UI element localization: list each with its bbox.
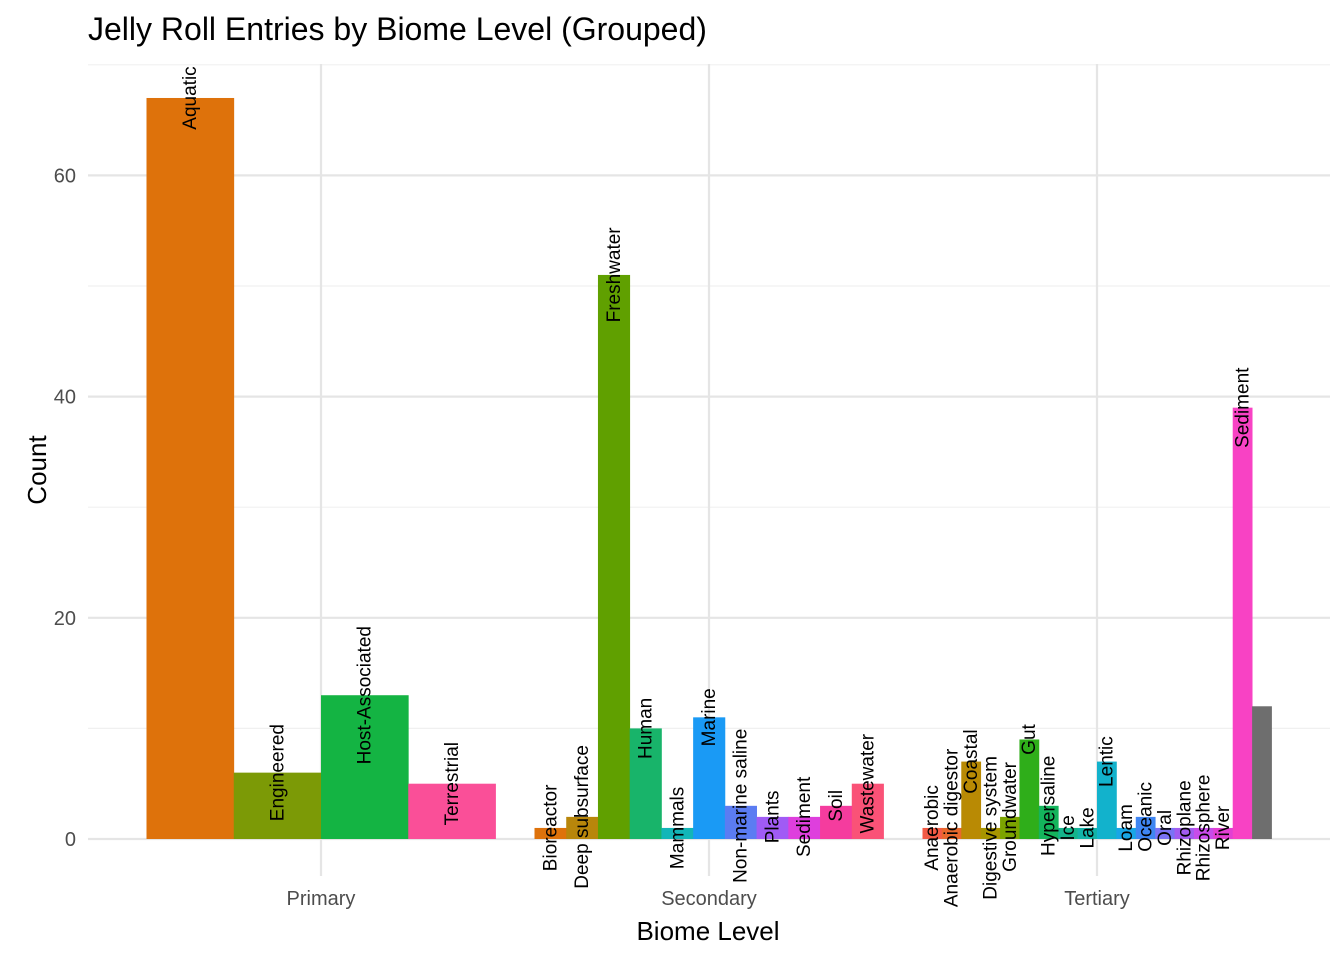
bar (756, 816, 789, 839)
bar-label: Mammals (667, 787, 688, 869)
bar-label: Lentic (1097, 736, 1118, 787)
y-tick-label: 20 (54, 608, 76, 630)
bar-label: Plants (763, 790, 784, 843)
bar-label: Lake (1077, 807, 1098, 848)
bar (1019, 739, 1040, 839)
bar-label: Rhizosphere (1194, 775, 1215, 882)
bar-label: Soil (826, 790, 847, 822)
bar (1213, 827, 1234, 839)
bar-label: Terrestrial (442, 742, 463, 825)
bar (1038, 805, 1059, 839)
bar (629, 728, 662, 839)
bar-label: Loam (1116, 804, 1137, 852)
y-tick-label: 60 (54, 165, 76, 187)
x-tick-label: Primary (287, 888, 356, 910)
y-tick-label: 40 (54, 387, 76, 409)
bar (233, 772, 322, 839)
bar-label: Ice (1058, 815, 1079, 840)
bar-label: Engineered (267, 724, 288, 821)
bar (788, 816, 821, 839)
bar-label: River (1213, 805, 1234, 850)
bar (534, 827, 567, 839)
bar (1232, 407, 1253, 839)
bars (146, 97, 1272, 840)
bar-label: Anaerobic digestor (942, 748, 963, 907)
bar-label: Groundwater (1000, 761, 1021, 872)
bar (566, 816, 599, 839)
bar (597, 274, 631, 839)
bar (1193, 827, 1214, 839)
bar-label: Marine (699, 688, 720, 746)
bar (961, 761, 982, 839)
bar (1174, 827, 1195, 839)
axis-ticks: 0 20 40 60 Primary Secondary Tertiary (54, 165, 1130, 910)
bar-label: Rhizoplane (1174, 780, 1195, 875)
bar-label: Deep subsurface (572, 745, 593, 889)
bar (724, 805, 757, 839)
bar (820, 805, 853, 839)
bar-label: Oceanic (1136, 782, 1157, 852)
bar-label: Wastewater (858, 733, 879, 833)
x-tick-label: Tertiary (1064, 888, 1130, 910)
bar (1155, 827, 1175, 839)
bar-label: Bioreactor (540, 784, 561, 871)
bar (1000, 816, 1020, 839)
bar-labels: Aquatic Engineered Host-Associated Terrestr… (180, 66, 1253, 907)
bar (408, 783, 496, 839)
bar-label: Sediment (1232, 367, 1253, 448)
bar-label: Digestive system (980, 756, 1001, 900)
bar (851, 783, 884, 839)
chart-title: Jelly Roll Entries by Biome Level (Group… (88, 11, 707, 47)
bar-label: Aquatic (180, 66, 201, 129)
y-tick-label: 0 (65, 829, 76, 851)
bar (1077, 827, 1098, 839)
y-axis-title: Count (22, 435, 52, 505)
bar-label: Anaerobic (922, 785, 943, 871)
bar-label: Non-marine saline (731, 729, 752, 883)
bar (693, 717, 726, 839)
x-axis-title: Biome Level (636, 916, 779, 946)
bar (922, 827, 943, 839)
x-tick-label: Secondary (661, 888, 757, 910)
bar-label: Freshwater (604, 227, 625, 323)
bar (1135, 816, 1156, 839)
bar (321, 695, 409, 839)
bar-label: Gut (1019, 723, 1040, 754)
bar-label: Human (636, 698, 657, 759)
bar (1252, 706, 1272, 839)
bar (941, 827, 962, 839)
bar-label: Hypersaline (1039, 756, 1060, 856)
bar-label: Sediment (794, 776, 815, 857)
bar (146, 97, 235, 840)
bar (980, 827, 1001, 839)
bar (661, 827, 694, 839)
bar (1058, 827, 1079, 839)
bar-label: Oral (1155, 810, 1176, 846)
bar (1097, 761, 1117, 839)
bar (1116, 827, 1137, 839)
bar-label: Host-Associated (355, 626, 376, 764)
bar-label: Coastal (961, 729, 982, 793)
